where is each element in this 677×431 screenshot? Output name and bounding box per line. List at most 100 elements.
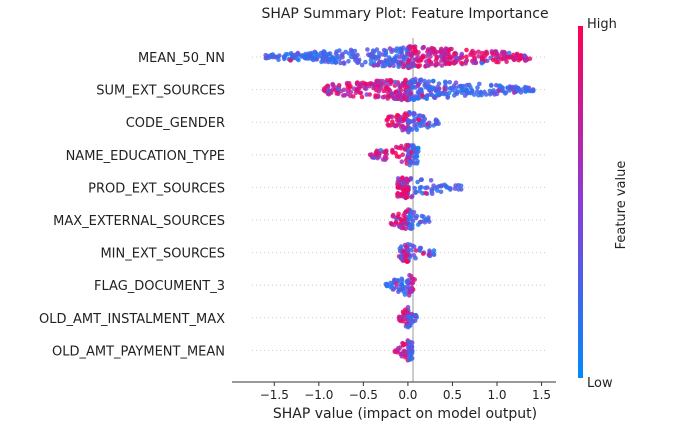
- shap-point: [447, 79, 453, 85]
- shap-point: [397, 224, 403, 230]
- shap-point: [371, 85, 376, 91]
- shap-point: [331, 56, 336, 61]
- shap-point: [382, 150, 388, 155]
- shap-point: [489, 83, 494, 88]
- shap-point: [417, 220, 423, 225]
- shap-point: [416, 64, 421, 69]
- shap-point: [376, 154, 382, 159]
- shap-point: [408, 91, 414, 96]
- shap-point: [363, 86, 369, 92]
- shap-point: [456, 84, 462, 89]
- shap-point: [412, 111, 417, 116]
- shap-point: [477, 81, 482, 87]
- shap-point: [303, 55, 309, 61]
- shap-point: [423, 95, 429, 101]
- shap-point: [292, 52, 297, 58]
- shap-point: [327, 51, 333, 56]
- shap-point: [403, 307, 408, 313]
- shap-point: [411, 61, 416, 67]
- shap-point: [378, 148, 384, 153]
- shap-point: [420, 251, 426, 256]
- feature-label: OLD_AMT_PAYMENT_MEAN: [52, 344, 225, 359]
- shap-point: [508, 85, 514, 90]
- shap-point: [431, 252, 437, 257]
- shap-point: [395, 176, 401, 181]
- shap-point: [490, 57, 496, 63]
- shap-point: [408, 247, 414, 253]
- shap-point: [419, 177, 425, 182]
- shap-point: [277, 53, 282, 58]
- shap-point: [456, 183, 461, 188]
- shap-point: [411, 118, 417, 124]
- shap-point: [527, 56, 533, 61]
- shap-point: [400, 175, 405, 180]
- shap-point: [395, 214, 401, 219]
- shap-point: [401, 64, 406, 70]
- shap-point: [346, 51, 352, 56]
- shap-point: [511, 90, 517, 95]
- shap-point: [351, 94, 356, 99]
- shap-point: [399, 244, 404, 249]
- shap-point: [522, 53, 527, 58]
- shap-point: [330, 82, 335, 87]
- shap-point: [422, 78, 428, 84]
- shap-point: [405, 253, 410, 258]
- shap-point: [296, 57, 301, 63]
- shap-point: [390, 119, 395, 124]
- shap-point: [406, 357, 412, 363]
- shap-point: [406, 81, 412, 86]
- shap-point: [374, 47, 380, 52]
- shap-point: [504, 59, 509, 65]
- shap-point: [407, 318, 413, 323]
- shap-point: [405, 248, 411, 253]
- shap-point: [400, 191, 405, 197]
- shap-point: [412, 123, 417, 128]
- shap-point: [399, 278, 405, 283]
- shap-point: [429, 188, 435, 194]
- shap-point: [500, 85, 506, 91]
- shap-point: [392, 79, 398, 85]
- shap-point: [484, 49, 489, 55]
- feature-labels: MEAN_50_NN SUM_EXT_SOURCES CODE_GENDER NAME…: [39, 51, 225, 359]
- shap-point: [412, 57, 418, 62]
- shap-point: [401, 55, 407, 61]
- feature-label: NAME_EDUCATION_TYPE: [66, 149, 225, 164]
- shap-point: [420, 55, 426, 60]
- shap-point: [325, 84, 331, 89]
- shap-point: [406, 130, 411, 135]
- shap-point: [427, 120, 432, 126]
- shap-point: [469, 88, 475, 93]
- feature-label: PROD_EXT_SOURCES: [88, 181, 225, 196]
- beeswarm-points: [263, 44, 536, 363]
- shap-point: [523, 58, 529, 63]
- shap-point: [445, 185, 451, 190]
- shap-point: [282, 55, 287, 60]
- shap-point: [397, 83, 402, 88]
- shap-point: [479, 54, 485, 60]
- shap-point: [454, 91, 460, 96]
- shap-point: [445, 95, 451, 100]
- shap-point: [379, 59, 385, 65]
- shap-point: [483, 92, 489, 97]
- shap-point: [333, 51, 339, 57]
- shap-point: [326, 91, 332, 97]
- shap-point: [407, 155, 412, 161]
- shap-point: [306, 53, 312, 59]
- shap-point: [321, 54, 326, 59]
- shap-point: [427, 86, 433, 91]
- x-axis-label: SHAP value (impact on model output): [273, 406, 537, 422]
- shap-point: [399, 159, 405, 164]
- shap-point: [384, 78, 390, 83]
- shap-point: [495, 55, 500, 61]
- shap-point: [514, 86, 520, 91]
- shap-point: [446, 47, 452, 53]
- shap-point: [398, 314, 404, 320]
- shap-point: [416, 117, 421, 123]
- shap-point: [393, 220, 399, 225]
- shap-point: [405, 218, 411, 223]
- shap-point: [493, 82, 499, 88]
- shap-point: [357, 90, 363, 96]
- shap-point: [413, 248, 419, 253]
- shap-point: [485, 58, 490, 64]
- shap-point: [410, 143, 415, 149]
